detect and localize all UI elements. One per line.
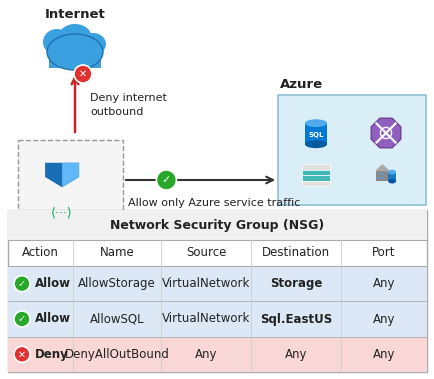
Ellipse shape	[387, 179, 395, 183]
Ellipse shape	[47, 34, 103, 70]
Text: Name: Name	[99, 246, 134, 260]
Text: Azure: Azure	[279, 78, 322, 91]
Bar	[49, 50, 101, 68]
Text: VirtualNetwork: VirtualNetwork	[161, 277, 250, 290]
Polygon shape	[374, 164, 389, 171]
Circle shape	[14, 346, 30, 362]
Text: Port: Port	[372, 246, 395, 260]
Text: Allow: Allow	[35, 277, 71, 290]
Text: AllowStorage: AllowStorage	[78, 277, 155, 290]
Text: Any: Any	[372, 313, 395, 326]
Circle shape	[74, 65, 92, 83]
Bar	[301, 169, 329, 175]
Ellipse shape	[43, 29, 71, 55]
Text: Any: Any	[372, 277, 395, 290]
Text: Any: Any	[372, 348, 395, 361]
Text: Source: Source	[185, 246, 226, 260]
Bar	[304, 123, 326, 144]
Bar	[378, 177, 380, 179]
Text: DenyAllOutBound: DenyAllOutBound	[64, 348, 169, 361]
Ellipse shape	[80, 33, 106, 55]
Text: AllowSQL: AllowSQL	[89, 313, 144, 326]
Text: Sql.EastUS: Sql.EastUS	[260, 313, 332, 326]
FancyBboxPatch shape	[8, 337, 426, 372]
Text: Any: Any	[194, 348, 217, 361]
Text: Deny: Deny	[35, 348, 69, 361]
Ellipse shape	[387, 170, 395, 174]
Bar	[301, 175, 329, 180]
Circle shape	[14, 276, 30, 292]
Bar	[387, 172, 395, 181]
Polygon shape	[45, 163, 79, 187]
Text: ⟨···⟩: ⟨···⟩	[51, 207, 73, 219]
Text: Any: Any	[284, 348, 306, 361]
Text: Destination: Destination	[261, 246, 329, 260]
Bar	[381, 173, 384, 175]
Circle shape	[156, 170, 176, 190]
Ellipse shape	[304, 119, 326, 127]
Text: Internet: Internet	[45, 8, 105, 21]
Bar	[301, 180, 329, 186]
Ellipse shape	[304, 140, 326, 148]
Text: ✕: ✕	[18, 349, 26, 359]
FancyBboxPatch shape	[18, 140, 123, 220]
Bar	[381, 177, 384, 179]
Text: Allow: Allow	[35, 313, 71, 326]
Bar	[375, 171, 388, 181]
Text: ✓: ✓	[18, 314, 26, 324]
Text: ✕: ✕	[79, 69, 87, 79]
Polygon shape	[62, 163, 79, 187]
FancyBboxPatch shape	[8, 266, 426, 301]
Text: Action: Action	[22, 246, 59, 260]
Text: VirtualNetwork: VirtualNetwork	[161, 313, 250, 326]
Polygon shape	[370, 118, 400, 148]
Bar	[378, 173, 380, 175]
FancyBboxPatch shape	[277, 95, 425, 205]
Ellipse shape	[58, 24, 92, 52]
Bar	[301, 164, 329, 169]
Text: Deny internet
outbound: Deny internet outbound	[90, 93, 167, 117]
Text: Allow only Azure service traffic: Allow only Azure service traffic	[128, 198, 300, 208]
Text: ✓: ✓	[18, 279, 26, 289]
Circle shape	[14, 311, 30, 327]
FancyBboxPatch shape	[8, 301, 426, 337]
Text: Storage: Storage	[269, 277, 322, 290]
Text: Network Security Group (NSG): Network Security Group (NSG)	[110, 219, 324, 232]
FancyBboxPatch shape	[8, 210, 426, 372]
FancyBboxPatch shape	[8, 210, 426, 240]
Text: SQL: SQL	[308, 132, 323, 138]
Text: ✓: ✓	[161, 175, 171, 185]
